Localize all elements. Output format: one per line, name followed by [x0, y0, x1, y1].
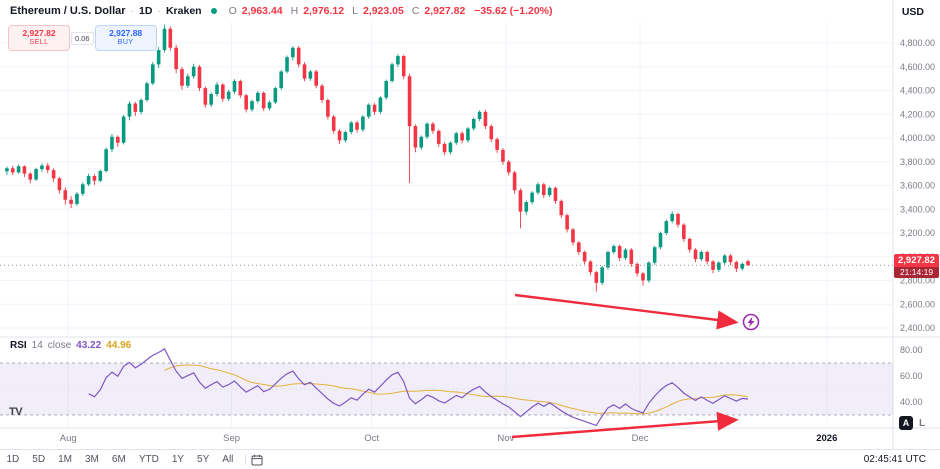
candlestick-series	[0, 24, 893, 292]
svg-text:3,200.00: 3,200.00	[900, 228, 935, 238]
svg-text:4,000.00: 4,000.00	[900, 133, 935, 143]
range-button-ytd[interactable]: YTD	[138, 454, 159, 465]
symbol-header: Ethereum / U.S. Dollar · 1D · Kraken O 2…	[0, 0, 894, 22]
buy-price: 2,927.88	[109, 28, 143, 39]
high-label: H	[290, 5, 299, 17]
order-panel: 2,927.82 SELL 0.06 2,927.88 BUY	[8, 25, 157, 51]
separator: ·	[157, 5, 161, 17]
symbol-title[interactable]: Ethereum / U.S. Dollar	[10, 5, 126, 17]
svg-text:3,800.00: 3,800.00	[900, 157, 935, 167]
svg-text:4,800.00: 4,800.00	[900, 38, 935, 48]
low-value: 2,923.05	[362, 5, 404, 17]
svg-text:Oct: Oct	[364, 433, 379, 444]
change-value: −35.62 (−1.20%)	[474, 5, 553, 17]
svg-text:2,400.00: 2,400.00	[900, 323, 935, 333]
market-open-dot-icon	[210, 8, 217, 14]
svg-text:4,600.00: 4,600.00	[900, 62, 935, 72]
svg-text:Dec: Dec	[632, 433, 649, 444]
high-value: 2,976.12	[303, 5, 345, 17]
currency-label[interactable]: USD	[901, 6, 924, 18]
rsi-ma-value: 44.96	[106, 340, 132, 351]
svg-text:Sep: Sep	[223, 433, 240, 444]
rsi-series	[88, 348, 749, 427]
svg-text:Nov: Nov	[497, 433, 514, 444]
close-value: 2,927.82	[424, 5, 466, 17]
buy-label: BUY	[117, 38, 134, 46]
range-button-5y[interactable]: 5Y	[197, 454, 210, 465]
rsi-value: 43.22	[76, 340, 102, 351]
svg-text:4,200.00: 4,200.00	[900, 109, 935, 119]
exchange-label: Kraken	[165, 5, 202, 17]
open-value: 2,963.44	[241, 5, 283, 17]
go-to-date-icon[interactable]	[251, 453, 264, 466]
interval-label[interactable]: 1D	[139, 5, 153, 17]
range-button-1y[interactable]: 1Y	[171, 454, 185, 465]
sell-price: 2,927.82	[22, 28, 56, 39]
rsi-source: close	[47, 340, 72, 351]
auto-scale-button[interactable]: A	[899, 416, 913, 430]
range-button-5d[interactable]: 5D	[32, 454, 46, 465]
rsi-length: 14	[31, 340, 43, 351]
buy-button[interactable]: 2,927.88 BUY	[94, 25, 157, 51]
range-button-all[interactable]: All	[222, 454, 234, 465]
range-button-1d[interactable]: 1D	[6, 454, 20, 465]
svg-text:Aug: Aug	[60, 433, 77, 444]
scale-buttons: A L	[899, 416, 925, 430]
lightning-bolt-icon	[747, 316, 755, 328]
utc-clock[interactable]: 02:45:41 UTC	[863, 454, 926, 465]
bar-countdown: 21:14:19	[894, 267, 939, 278]
svg-text:60.00: 60.00	[900, 371, 923, 381]
svg-text:4,400.00: 4,400.00	[900, 86, 935, 96]
svg-text:2,600.00: 2,600.00	[900, 299, 935, 309]
spread-value: 0.06	[71, 31, 94, 45]
log-scale-button[interactable]: L	[919, 417, 926, 429]
svg-text:2026: 2026	[816, 433, 837, 444]
separator: ·	[130, 5, 135, 17]
rsi-band	[0, 362, 893, 416]
svg-text:2,800.00: 2,800.00	[900, 276, 935, 286]
tradingview-logo[interactable]: TV	[9, 406, 23, 418]
trend-arrow[interactable]	[511, 411, 739, 439]
svg-text:3,600.00: 3,600.00	[900, 181, 935, 191]
svg-text:40.00: 40.00	[900, 397, 923, 407]
grid-lines	[0, 0, 940, 450]
last-price-badge[interactable]: 2,927.82 21:14:19	[894, 254, 939, 278]
open-label: O	[228, 5, 237, 17]
svg-text:3,400.00: 3,400.00	[900, 204, 935, 214]
toolbar-divider	[244, 454, 246, 465]
range-button-6m[interactable]: 6M	[111, 454, 126, 465]
trend-arrow[interactable]	[514, 293, 739, 330]
bottom-toolbar: 1D 5D 1M 3M 6M YTD 1Y 5Y All 02:45:41 UT…	[0, 449, 940, 469]
rsi-legend[interactable]: RSI 14 close 43.22 44.96	[10, 340, 131, 351]
sell-label: SELL	[29, 38, 49, 46]
range-button-3m[interactable]: 3M	[85, 454, 99, 465]
low-label: L	[352, 5, 358, 17]
rsi-title: RSI	[10, 340, 27, 351]
last-price-value: 2,927.82	[894, 254, 939, 267]
close-label: C	[411, 5, 420, 17]
sell-button[interactable]: 2,927.82 SELL	[8, 25, 70, 51]
svg-text:80.00: 80.00	[900, 345, 923, 355]
annotations[interactable]	[511, 293, 760, 439]
range-button-1m[interactable]: 1M	[58, 454, 72, 465]
